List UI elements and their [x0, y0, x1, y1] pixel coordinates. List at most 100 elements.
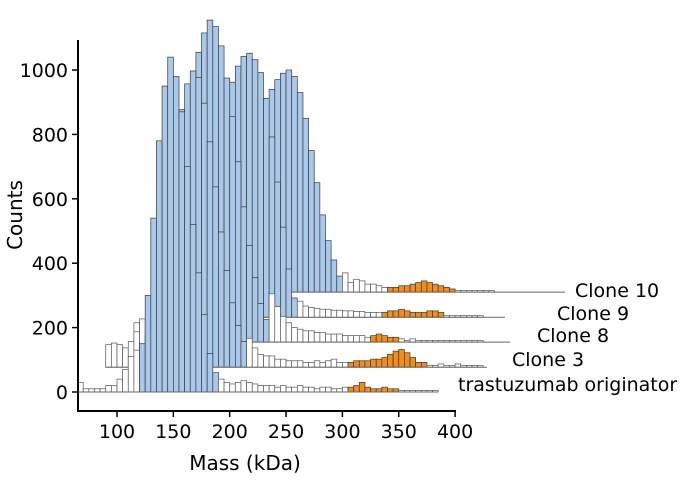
histogram-bar [105, 385, 112, 393]
histogram-bar [364, 312, 371, 318]
histogram-bar [246, 245, 253, 343]
histogram-bar [330, 309, 338, 318]
histogram-bar [257, 353, 264, 368]
histogram-bar [291, 360, 298, 368]
histogram-bar [313, 360, 321, 368]
histogram-bar [127, 356, 135, 393]
histogram-bar [364, 283, 371, 293]
histogram-bar [370, 335, 377, 343]
histogram-bar [420, 280, 428, 293]
histogram-bar [415, 362, 422, 368]
histogram-bar [240, 341, 247, 368]
histogram-bar [280, 385, 287, 393]
histogram-bar [296, 385, 304, 393]
x-tick-label: 200 [212, 421, 248, 443]
y-tick-label: 1000 [20, 60, 68, 82]
histogram-bar [325, 360, 332, 368]
histogram-bar [246, 337, 253, 368]
histogram-bar [347, 335, 355, 343]
histogram-bar [437, 285, 445, 293]
histogram-bar [381, 335, 388, 343]
histogram-bar [296, 328, 304, 343]
histogram-bar [325, 333, 332, 343]
histogram-bar [105, 344, 112, 368]
histogram-bar [212, 372, 219, 393]
histogram-bar [398, 285, 405, 293]
histogram-bar [167, 56, 174, 393]
histogram-bar [291, 386, 298, 393]
y-tick-label: 0 [56, 382, 68, 404]
histogram-bar [336, 333, 343, 343]
histogram-bar [111, 342, 118, 368]
histogram-bar [280, 358, 287, 368]
histogram-bar [415, 312, 422, 318]
histogram-bar [370, 283, 377, 293]
histogram-bar [218, 378, 225, 393]
histogram-bar [325, 308, 332, 318]
y-tick-label: 800 [32, 124, 68, 146]
histogram-bar [296, 360, 304, 368]
histogram-bar [370, 358, 377, 368]
histogram-bar [263, 97, 270, 318]
histogram-bar [375, 312, 383, 318]
x-tick-label: 100 [99, 421, 135, 443]
series-label: Clone 8 [537, 325, 609, 347]
histogram-bar [415, 282, 422, 293]
histogram-bar [189, 224, 197, 393]
histogram-bar [313, 332, 321, 343]
histogram-bar [392, 287, 400, 293]
histogram-bar [336, 309, 343, 318]
histogram-bar [381, 312, 388, 318]
histogram-bar [257, 303, 264, 343]
histogram-bar [319, 386, 326, 393]
histogram-bar [218, 231, 225, 368]
histogram-bar [178, 111, 185, 393]
histogram-bar [319, 362, 326, 368]
histogram-bar [347, 362, 355, 368]
histogram-bar [251, 383, 259, 393]
x-tick-label: 350 [381, 421, 417, 443]
histogram-bar [404, 285, 411, 293]
histogram-bar [375, 333, 383, 343]
histogram-bar [263, 319, 270, 343]
histogram-bar [308, 362, 315, 368]
histogram-bar [234, 324, 242, 368]
histogram-bar [223, 270, 231, 368]
histogram-bar [387, 353, 394, 368]
histogram-bar [313, 182, 321, 293]
histogram-bar [268, 385, 276, 393]
histogram-bar [302, 117, 309, 293]
histogram-bar [285, 69, 293, 293]
histogram-bar [336, 275, 343, 293]
histogram-bar [240, 380, 247, 393]
histogram-bar [246, 381, 253, 393]
histogram-bar [111, 385, 118, 393]
histogram-bar [432, 283, 439, 293]
histogram-bar [291, 327, 298, 343]
histogram-bar [122, 369, 129, 393]
histogram-bar [195, 272, 202, 393]
histogram-bar [342, 310, 349, 318]
histogram-bar [133, 349, 140, 393]
histogram-bar [302, 305, 309, 318]
histogram-bar [274, 358, 281, 368]
histogram-bar [240, 206, 247, 343]
histogram-bar [336, 362, 343, 368]
histogram-bar [296, 300, 304, 318]
histogram-bar [330, 259, 338, 293]
histogram-bar [342, 362, 349, 368]
histogram-bar [325, 240, 332, 293]
histogram-bar [229, 383, 236, 393]
y-tick-label: 400 [32, 253, 68, 275]
histogram-bar [122, 347, 129, 368]
histogram-bar [358, 381, 366, 393]
histogram-bar [347, 310, 355, 318]
histogram-bar [432, 310, 439, 318]
histogram-bar [319, 308, 326, 318]
histogram-bar [347, 386, 355, 393]
histogram-bar [201, 314, 208, 393]
histogram-bar [370, 312, 377, 318]
histogram-bar [291, 76, 298, 293]
histogram-bar [206, 353, 214, 393]
histogram-bar [280, 226, 287, 318]
